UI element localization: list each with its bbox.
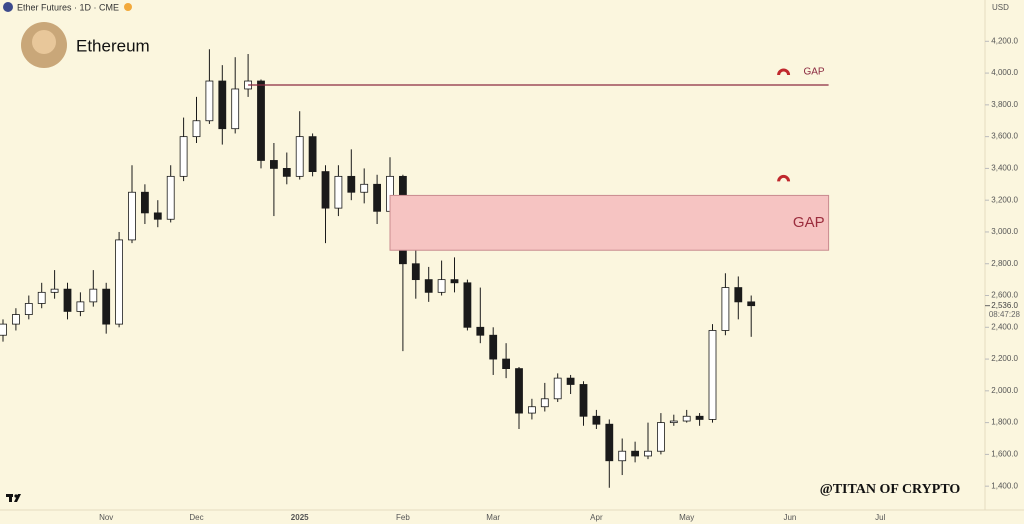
candle-body xyxy=(257,80,265,161)
y-tick-label: 3,600.0 xyxy=(991,132,1018,141)
y-tick-label: 3,800.0 xyxy=(991,100,1018,109)
x-tick-label: Nov xyxy=(99,513,113,522)
tv-logo xyxy=(6,494,21,502)
gap-zone-label: GAP xyxy=(793,214,825,231)
candle-body xyxy=(566,377,575,385)
candle-body xyxy=(644,450,652,457)
x-tick-label: Apr xyxy=(590,513,603,522)
x-tick-label: Feb xyxy=(396,513,410,522)
x-tick-label: May xyxy=(679,513,694,522)
candle-body xyxy=(0,323,7,336)
countdown-label: 08:47:28 xyxy=(989,310,1021,319)
y-tick-label: 2,000.0 xyxy=(991,386,1018,395)
candle-body xyxy=(734,287,743,303)
last-price-label: 2,536.0 xyxy=(991,301,1018,310)
candle-body xyxy=(669,420,678,424)
candle-body xyxy=(489,334,498,360)
candle-body xyxy=(553,377,562,400)
y-tick-label: 1,600.0 xyxy=(991,450,1018,459)
candle-body xyxy=(24,303,33,315)
candle-body xyxy=(657,422,665,452)
candle-body xyxy=(218,80,227,130)
candle-body xyxy=(411,263,420,281)
candle-body xyxy=(128,191,136,241)
channel-name: Ethereum xyxy=(76,36,150,55)
x-tick-label: Jul xyxy=(875,513,885,522)
avatar-face xyxy=(32,30,56,54)
y-tick-label: 4,000.0 xyxy=(991,68,1018,77)
y-tick-label: 3,000.0 xyxy=(991,227,1018,236)
candle-body xyxy=(308,136,317,172)
candle-body xyxy=(63,288,72,312)
candle-body xyxy=(166,175,175,220)
magnet-icon xyxy=(777,174,791,182)
watermark: @TITAN OF CRYPTO xyxy=(820,482,961,497)
x-tick-label: Jun xyxy=(783,513,796,522)
candle-body xyxy=(360,183,369,193)
candle-body xyxy=(502,358,511,369)
y-tick-label: 2,400.0 xyxy=(991,322,1018,331)
candle-body xyxy=(102,288,111,325)
candle-body xyxy=(37,291,46,304)
y-tick-label: 2,800.0 xyxy=(991,259,1018,268)
candle-body xyxy=(321,171,330,209)
candle-body xyxy=(708,330,717,420)
candle-body xyxy=(347,175,356,193)
candle-body xyxy=(76,301,85,312)
symbol-icon xyxy=(3,2,13,12)
y-tick-label: 3,400.0 xyxy=(991,164,1018,173)
candle-body xyxy=(721,287,730,331)
status-icon xyxy=(124,3,132,11)
x-tick-label: Mar xyxy=(486,513,500,522)
candle-body xyxy=(747,301,756,307)
candle-body xyxy=(450,279,459,284)
candle-body xyxy=(295,136,304,177)
y-tick-label: 1,400.0 xyxy=(991,481,1018,490)
candle-body xyxy=(605,423,614,462)
y-tick-label: 1,800.0 xyxy=(991,418,1018,427)
candle-body xyxy=(592,415,601,425)
candle-body xyxy=(205,80,214,122)
candle-body xyxy=(89,288,98,303)
chart-title: Ether Futures · 1D · CME xyxy=(17,2,119,12)
candle-body xyxy=(682,415,691,422)
y-tick-label: 2,200.0 xyxy=(991,354,1018,363)
candle-body xyxy=(579,384,588,417)
candle-body xyxy=(179,136,188,177)
candle-body xyxy=(540,398,549,408)
gap-line-label: GAP xyxy=(803,67,824,78)
candle-body xyxy=(115,239,123,325)
candle-body xyxy=(631,450,639,457)
magnet-icon xyxy=(777,68,791,76)
y-tick-label: 3,200.0 xyxy=(991,195,1018,204)
candle-body xyxy=(476,326,485,336)
currency-label: USD xyxy=(992,3,1009,12)
x-tick-label: 2025 xyxy=(291,513,309,522)
candle-body xyxy=(231,88,240,130)
candle-body xyxy=(618,450,627,462)
y-tick-label: 2,600.0 xyxy=(991,291,1018,300)
candle-body xyxy=(695,415,704,420)
candle-body xyxy=(282,168,291,177)
candle-body xyxy=(50,288,59,293)
candle-body xyxy=(437,279,446,293)
gap-zone xyxy=(389,194,830,251)
candle-body xyxy=(269,160,278,169)
candle-body xyxy=(373,183,382,212)
x-tick-label: Dec xyxy=(189,513,203,522)
candle-body xyxy=(140,191,149,214)
candle-body xyxy=(334,175,343,209)
candle-body xyxy=(515,368,523,414)
candle-body xyxy=(153,212,162,220)
candle-body xyxy=(528,406,536,414)
candle-body xyxy=(192,120,201,138)
y-tick-label: 4,200.0 xyxy=(991,36,1018,45)
candle-body xyxy=(463,282,472,328)
candle-body xyxy=(424,279,433,293)
candle-body xyxy=(11,314,20,325)
